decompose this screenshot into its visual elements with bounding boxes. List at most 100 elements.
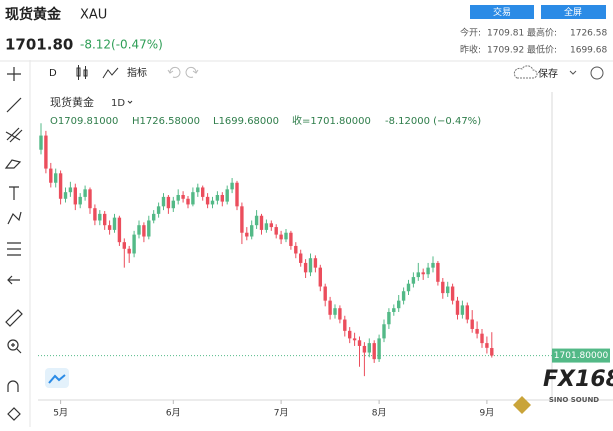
candle-body	[460, 305, 465, 315]
candle-body	[431, 262, 435, 268]
candle-body	[196, 187, 200, 193]
legend-interval: 1D	[111, 98, 125, 109]
candle-body	[186, 198, 190, 205]
stat-value: 1709.81	[487, 29, 524, 39]
candle-body	[245, 232, 249, 237]
candle-body	[264, 223, 269, 230]
candle-body	[220, 195, 224, 202]
candle-body	[436, 262, 440, 282]
stat-label: 最高价:	[527, 27, 557, 39]
candle-body	[274, 227, 278, 235]
candle-body	[348, 330, 352, 339]
candle-body	[240, 206, 244, 233]
price-change: -8.12(-0.47%)	[80, 38, 163, 52]
candle-body	[490, 348, 494, 356]
legend-name: 现货黄金	[50, 95, 94, 109]
redo-icon[interactable]	[185, 66, 199, 78]
candle-body	[215, 195, 220, 201]
candle-body	[323, 286, 327, 301]
candle-body	[352, 338, 357, 341]
candle-body	[485, 343, 489, 348]
candle-body	[127, 248, 131, 254]
stat-label: 今开:	[460, 27, 481, 39]
candle-body	[250, 225, 254, 237]
fullscreen-button-label[interactable]: 全屏	[564, 6, 582, 18]
legend-change: -8.12000 (−0.47%)	[385, 116, 481, 127]
cloud-icon[interactable]	[513, 65, 538, 79]
price-label-box	[552, 348, 610, 363]
watermark-sub: SINO SOUND	[549, 396, 599, 404]
candle-body	[367, 343, 371, 353]
candle-body	[44, 135, 48, 169]
indicator-icon[interactable]	[102, 67, 119, 79]
candle-body	[176, 195, 180, 201]
candle-body	[88, 189, 92, 209]
stat-label: 最低价:	[527, 44, 557, 56]
x-tick-label: 5月	[53, 408, 68, 419]
stat-label: 昨收:	[460, 44, 481, 56]
candle-body	[372, 343, 376, 360]
stat-value: 1709.92	[487, 46, 524, 56]
candle-body	[333, 308, 337, 315]
candle-body	[313, 258, 318, 268]
candle-body	[205, 196, 210, 205]
candle-body	[411, 277, 416, 284]
candle-body	[303, 262, 308, 273]
candle-body	[210, 200, 215, 205]
candle-body	[83, 189, 87, 197]
drawing-tools[interactable]	[4, 67, 23, 421]
legend-low: L1699.68000	[213, 116, 279, 127]
candle-body	[147, 220, 151, 237]
candle-body	[377, 338, 381, 360]
candle-body	[406, 283, 411, 292]
interval-button[interactable]: D	[49, 68, 57, 79]
candle-body	[142, 225, 146, 237]
candle-body	[269, 223, 273, 228]
candle-body	[450, 286, 455, 301]
candle-body	[441, 281, 445, 294]
candle-body	[103, 213, 107, 226]
indicators-button[interactable]: 指标	[127, 66, 147, 79]
x-tick-label: 7月	[274, 408, 289, 419]
candle-body	[132, 234, 136, 254]
candle-body	[392, 308, 396, 312]
price-label: 1701.80000	[554, 351, 609, 361]
candle-body	[152, 213, 156, 221]
candle-body	[68, 187, 73, 193]
candle-body	[166, 196, 171, 209]
candle-body	[387, 311, 391, 325]
candle-body	[318, 267, 322, 287]
candle-body	[338, 308, 342, 320]
legend-open: O1709.81000	[50, 116, 118, 127]
watermark-emblem	[513, 396, 531, 414]
candle-body	[171, 200, 175, 209]
candle-body	[235, 182, 239, 207]
save-button[interactable]: 保存	[538, 67, 558, 80]
dropdown-icon[interactable]	[569, 70, 577, 75]
instrument-symbol: XAU	[80, 8, 107, 23]
candle-body	[137, 225, 141, 235]
candle-body	[156, 206, 161, 214]
candle-body	[63, 192, 68, 199]
undo-icon[interactable]	[167, 66, 181, 78]
stat-value: 1699.68	[570, 46, 607, 56]
candle-body	[107, 225, 112, 230]
legend-dropdown[interactable]	[127, 100, 133, 104]
candle-body	[382, 324, 386, 339]
candle-icon[interactable]	[76, 65, 88, 80]
candle-body	[122, 242, 126, 249]
trade-button-label[interactable]: 交易	[493, 6, 511, 18]
x-tick-label: 8月	[372, 408, 387, 419]
candle-body	[225, 189, 229, 202]
candle-body	[480, 333, 484, 344]
watermark-brand: FX168	[543, 367, 613, 392]
trade-button[interactable]	[470, 5, 534, 19]
candle-body	[284, 232, 288, 240]
candle-body	[259, 215, 264, 230]
candle-body	[98, 213, 102, 221]
fullscreen-button[interactable]	[541, 5, 606, 19]
candle-body	[328, 300, 332, 315]
settings-icon[interactable]	[590, 66, 604, 80]
